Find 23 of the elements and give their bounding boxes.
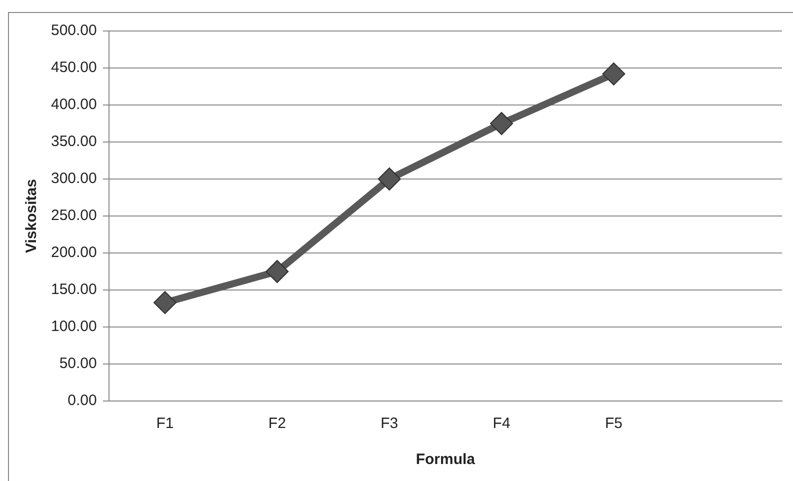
- x-tick-label: F1: [156, 415, 174, 432]
- y-tick-label: 150.00: [50, 281, 97, 298]
- y-tick-label: 100.00: [50, 318, 97, 336]
- x-tick-label: F5: [604, 415, 622, 432]
- y-tick-label: 400.00: [50, 96, 97, 114]
- x-tick-label: F2: [268, 415, 286, 432]
- y-tick-label: 350.00: [50, 133, 97, 150]
- y-tick-label: 250.00: [50, 207, 97, 224]
- y-axis-title: Viskositas: [23, 179, 40, 253]
- y-tick-label: 50.00: [59, 355, 97, 372]
- point: [602, 62, 626, 86]
- point: [266, 260, 289, 283]
- x-axis-title: Formula: [416, 451, 476, 468]
- y-tick-label: 500.00: [50, 22, 97, 40]
- point: [153, 291, 176, 314]
- y-tick-label: 300.00: [50, 170, 97, 188]
- point: [490, 112, 514, 135]
- point: [378, 168, 401, 190]
- y-tick-label: 0.00: [68, 392, 97, 410]
- x-tick-label: F4: [492, 415, 510, 432]
- x-tick-label: F3: [380, 415, 398, 432]
- y-tick-label: 450.00: [50, 59, 97, 76]
- y-tick-label: 200.00: [50, 244, 97, 262]
